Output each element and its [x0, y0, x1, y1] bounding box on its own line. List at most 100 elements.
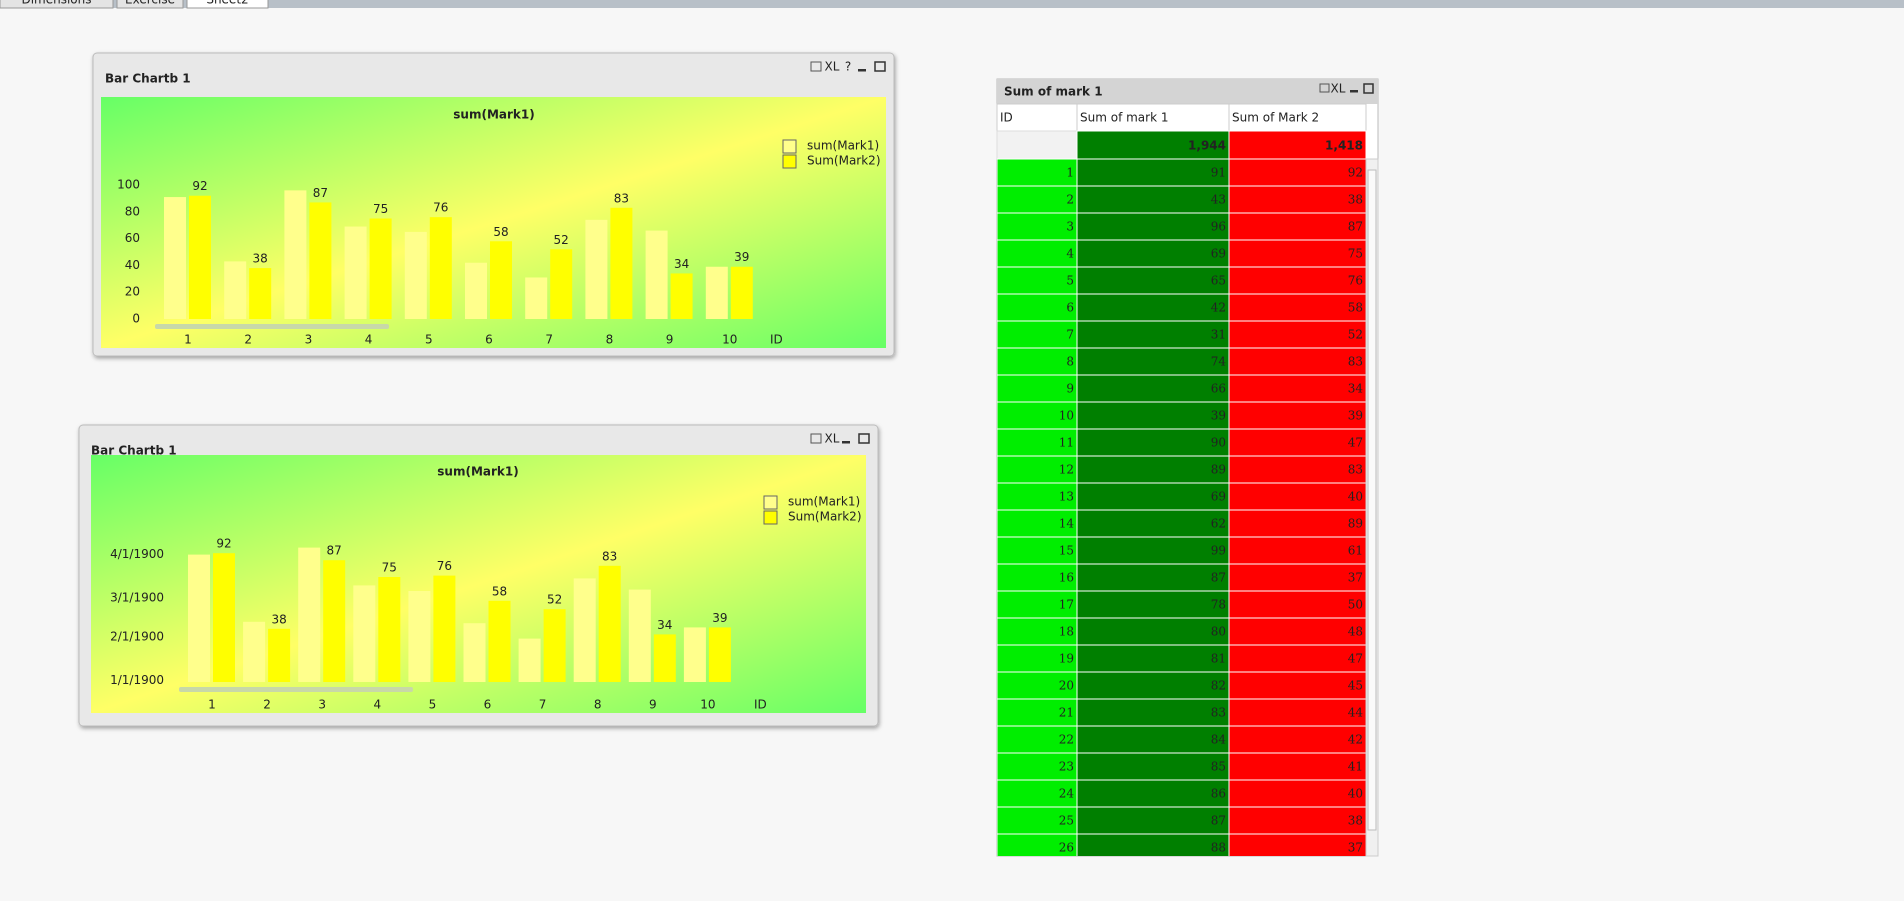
table-cell: [997, 239, 1078, 268]
cell-value: 6: [1066, 301, 1074, 315]
table-cell: [1228, 455, 1367, 484]
cell-value: 89: [1348, 517, 1363, 531]
bar: [243, 621, 266, 682]
minimize-icon[interactable]: [842, 441, 850, 444]
tab[interactable]: [0, 0, 114, 9]
table-cell: [997, 536, 1078, 565]
toolbar-button[interactable]: XL: [825, 432, 840, 446]
toolbar-button[interactable]: XL: [1331, 82, 1346, 96]
bar: [309, 202, 332, 319]
column-header[interactable]: [1228, 103, 1367, 132]
toolbar-button[interactable]: XL: [825, 60, 840, 74]
cell-value: 37: [1348, 571, 1363, 585]
column-header[interactable]: [996, 103, 1078, 132]
minimize-icon[interactable]: [858, 69, 866, 72]
value-label: 52: [547, 593, 562, 607]
cell-value: 48: [1348, 625, 1363, 639]
print-icon[interactable]: [810, 61, 822, 72]
table-cell: [1228, 320, 1367, 349]
x-tick-label: 6: [484, 698, 492, 712]
cell-value: 66: [1211, 382, 1226, 396]
tab-label[interactable]: Exercise: [125, 0, 175, 7]
value-label: 83: [602, 549, 617, 563]
value-label: 58: [492, 584, 507, 598]
cell-value: 19: [1059, 652, 1074, 666]
cell-value: 74: [1211, 355, 1227, 369]
bar: [249, 268, 272, 319]
maximize-icon[interactable]: [1363, 83, 1374, 94]
bar: [550, 249, 573, 319]
cell-value: 83: [1348, 355, 1363, 369]
cell-value: 87: [1211, 814, 1226, 828]
y-tick-label: 60: [125, 231, 140, 245]
scrollbar-thumb[interactable]: [1367, 169, 1377, 831]
column-header-label[interactable]: Sum of mark 1: [1080, 111, 1168, 125]
table-cell: [997, 293, 1078, 322]
table-cell: [1228, 563, 1367, 592]
table-cell: [997, 806, 1078, 835]
table-caption-bar: [997, 79, 1378, 104]
column-header-label[interactable]: ID: [1000, 111, 1013, 125]
cell-value: 9: [1066, 382, 1074, 396]
bar: [670, 273, 693, 319]
legend-label: Sum(Mark2): [807, 154, 881, 168]
x-axis-label: ID: [770, 333, 783, 347]
legend-swatch: [782, 139, 797, 154]
cell-value: 83: [1348, 463, 1363, 477]
table-cell: [1228, 428, 1367, 457]
scrollbar: [179, 687, 413, 692]
table-cell: [1076, 266, 1230, 295]
print-icon[interactable]: [810, 433, 822, 444]
x-tick-label: 8: [606, 333, 614, 347]
cell-value: 47: [1348, 436, 1363, 450]
cell-value: 24: [1059, 787, 1075, 801]
cell-value: 20: [1059, 679, 1074, 693]
cell-value: 84: [1211, 733, 1227, 747]
tab-label[interactable]: Dimensions: [21, 0, 91, 7]
cell-value: 42: [1348, 733, 1363, 747]
cell-value: 18: [1059, 625, 1074, 639]
cell-value: 12: [1059, 463, 1074, 477]
bar: [189, 195, 211, 319]
cell-value: 42: [1211, 301, 1226, 315]
maximize-icon[interactable]: [874, 61, 886, 72]
cell-value: 87: [1211, 571, 1226, 585]
tab-label[interactable]: Sheet2: [206, 0, 248, 7]
y-tick-label: 3/1/1900: [110, 591, 164, 605]
cell-value: 96: [1211, 220, 1226, 234]
value-label: 83: [614, 191, 629, 205]
minimize-icon[interactable]: [1350, 90, 1358, 93]
table-cell: [1076, 563, 1230, 592]
table-cell: [997, 347, 1078, 376]
bar: [463, 623, 486, 682]
tab[interactable]: [116, 0, 184, 9]
bar: [598, 565, 621, 682]
table-cell: [1076, 590, 1230, 619]
table-cell: [1228, 779, 1367, 808]
bar: [488, 600, 511, 682]
table-cell: [997, 428, 1078, 457]
tab[interactable]: [186, 0, 269, 9]
toolbar-button[interactable]: ?: [845, 60, 851, 74]
cell-value: 92: [1348, 166, 1363, 180]
value-label: 38: [253, 252, 268, 266]
cell-value: 23: [1059, 760, 1074, 774]
legend-label: Sum(Mark2): [788, 510, 862, 524]
x-tick-label: 6: [485, 333, 493, 347]
cell-value: 38: [1348, 814, 1363, 828]
cell-value: 2: [1066, 193, 1074, 207]
bar: [408, 591, 431, 682]
x-tick-label: 8: [594, 698, 602, 712]
cell-value: 31: [1211, 328, 1226, 342]
bar: [323, 560, 346, 682]
maximize-icon[interactable]: [858, 433, 870, 444]
cell-value: 40: [1348, 787, 1363, 801]
table-cell: [1228, 212, 1367, 241]
table-cell: [997, 455, 1078, 484]
column-header-label[interactable]: Sum of Mark 2: [1232, 111, 1319, 125]
totals-value: 1,944: [1188, 139, 1226, 153]
column-header[interactable]: [1076, 103, 1230, 132]
print-icon[interactable]: [1319, 83, 1330, 93]
value-label: 39: [712, 611, 727, 625]
